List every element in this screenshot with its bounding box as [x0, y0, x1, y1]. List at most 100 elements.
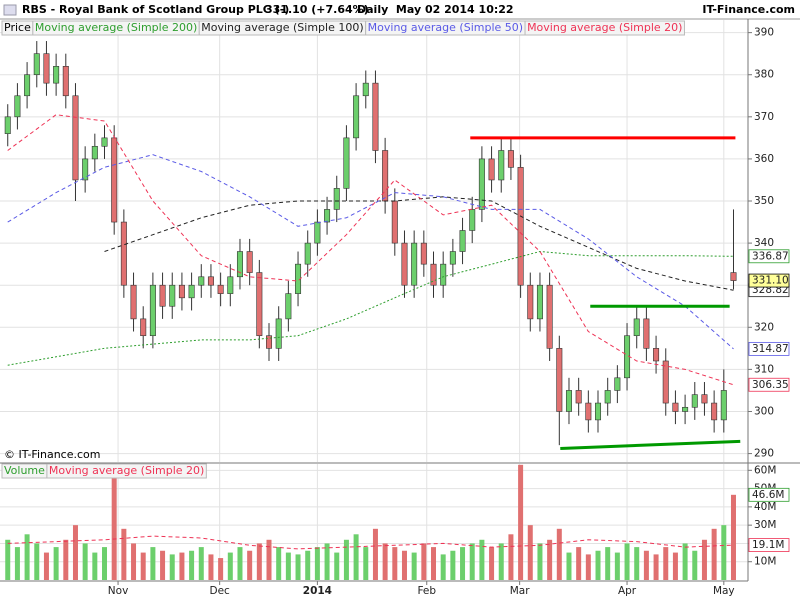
value-label: 314.87: [752, 343, 789, 355]
legend-label: Moving average (Simple 50): [368, 21, 523, 34]
legend-label: Volume: [4, 464, 45, 477]
y-tick-label: 10M: [754, 556, 776, 568]
candle-body: [353, 95, 360, 139]
volume-bar: [121, 528, 127, 580]
volume-bar: [440, 554, 446, 580]
volume-bar: [460, 547, 466, 580]
volume-bar: [34, 543, 40, 580]
value-label: 306.35: [752, 379, 789, 391]
candle-body: [130, 284, 137, 320]
volume-bar: [140, 552, 146, 580]
copyright: © IT-Finance.com: [4, 448, 101, 461]
candle-body: [111, 137, 118, 223]
candle-body: [575, 390, 582, 404]
y-tick-label: 350: [754, 195, 774, 207]
candle-body: [546, 284, 553, 349]
candle-body: [188, 284, 195, 299]
volume-bar: [102, 547, 108, 580]
legend-box: [46, 463, 207, 479]
value-box: [748, 249, 790, 264]
date-label: Daily May 02 2014 10:22: [357, 3, 514, 16]
volume-bar: [721, 525, 727, 580]
value-label: 46.6M: [752, 489, 784, 501]
volume-bar: [576, 547, 582, 580]
candle-body: [595, 402, 602, 421]
y-tick-label: 390: [754, 27, 774, 39]
volume-bar: [585, 554, 591, 580]
candle-body: [43, 53, 50, 84]
candle-body: [507, 150, 514, 168]
candle-body: [440, 263, 447, 286]
subtitle: 331.10 (+7.64%): [265, 3, 369, 16]
volume-bar: [63, 539, 69, 580]
candle-body: [304, 242, 311, 265]
candle-body: [33, 53, 40, 76]
volume-bar: [92, 552, 98, 580]
volume-bar: [614, 552, 620, 580]
value-box: [748, 341, 790, 356]
volume-bar: [643, 550, 649, 580]
axes: [0, 18, 800, 585]
candle-body: [682, 406, 689, 412]
volume-bar: [421, 543, 427, 580]
candle-body: [217, 284, 224, 294]
candle-body: [101, 137, 108, 147]
x-tick-label: May: [713, 585, 735, 597]
volume-bar: [179, 552, 185, 580]
volume-bar: [672, 552, 678, 580]
volume-bar: [595, 550, 601, 580]
x-tick-label: Mar: [510, 585, 530, 597]
candle-body: [730, 272, 737, 281]
candle-body: [149, 284, 156, 337]
legend-label: Moving average (Simple 100): [201, 21, 363, 34]
volume-bar: [43, 552, 49, 580]
moving-average-line: [7, 114, 734, 386]
y-tick-label: 320: [754, 321, 774, 333]
candle-body: [449, 251, 456, 265]
volume-bar: [14, 547, 20, 580]
legend-box: [524, 20, 685, 36]
x-tick-label: Apr: [618, 585, 637, 597]
candle-body: [266, 335, 273, 349]
volume-bar: [227, 552, 233, 580]
candle-body: [91, 145, 98, 160]
candle-body: [488, 158, 495, 181]
candle-body: [372, 82, 379, 151]
y-tick-label: 340: [754, 237, 774, 249]
volume-bar: [237, 547, 243, 580]
trend-line: [560, 439, 741, 451]
candle-body: [169, 284, 176, 307]
volume-bar: [431, 547, 437, 580]
candle-body: [343, 137, 350, 189]
labels: RBS - Royal Bank of Scotland Group PLC (…: [1, 3, 795, 597]
candle-body: [333, 188, 340, 210]
candle-body: [324, 209, 331, 223]
value-box: [748, 273, 790, 288]
candle-body: [720, 390, 727, 421]
value-label: 19.1M: [752, 539, 784, 551]
volume-bar: [730, 494, 736, 580]
volume-bar: [605, 547, 611, 580]
volume-bar: [169, 554, 175, 580]
volume-bar: [372, 528, 378, 580]
legend-label: Moving average (Simple 20): [49, 464, 204, 477]
candle-body: [362, 82, 369, 97]
volume-bar: [547, 539, 553, 580]
moving-average-line: [104, 196, 734, 291]
candle-body: [643, 318, 650, 349]
candle-body: [82, 158, 89, 181]
candle-body: [62, 66, 69, 97]
volume-bar: [334, 552, 340, 580]
value-label: 336.87: [752, 250, 789, 262]
candle-body: [653, 348, 660, 362]
candle-body: [24, 74, 31, 97]
candle-body: [536, 284, 543, 320]
candle-body: [701, 394, 708, 404]
candle-body: [565, 390, 572, 412]
volume-bar: [314, 547, 320, 580]
candle-body: [140, 318, 147, 337]
moving-average-line: [7, 250, 734, 366]
x-tick-label: Dec: [209, 585, 230, 597]
candle-body: [527, 284, 534, 320]
